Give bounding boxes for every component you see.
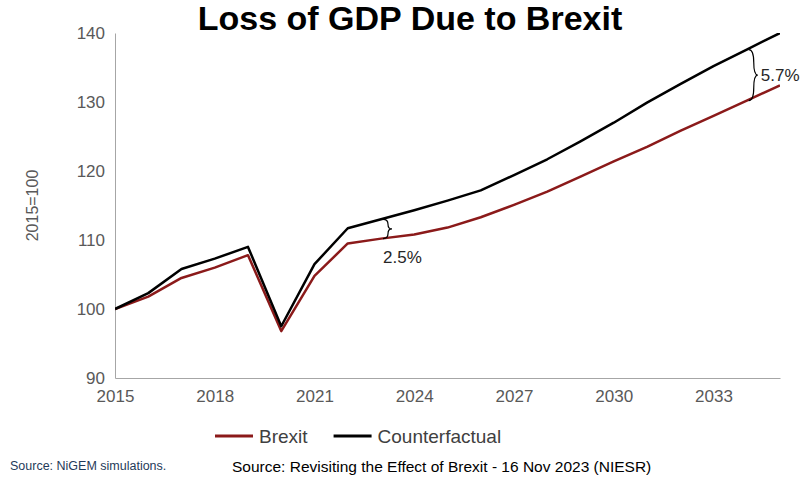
chart: Loss of GDP Due to Brexit 2015 2018 2021 202… [0,0,800,488]
axis-line [116,378,781,379]
tick-label: 110 [78,231,105,250]
tick: 2033 [695,378,733,406]
tick: 2021 [296,378,334,406]
tick-label: 2030 [595,387,633,406]
tick-label: 130 [77,93,105,112]
tick-label: 2018 [196,387,234,406]
tick: 110 [78,231,115,250]
tick-label: 100 [77,300,105,319]
brace [749,50,758,101]
plot-area [115,33,780,331]
tick-label: 140 [77,24,105,43]
annotation: 5.7% [761,66,800,85]
x-axis: 2015 2018 2021 2024 2027 2030 2033 [97,378,781,406]
tick-label: 90 [86,369,105,388]
tick-label: 2015 [97,387,135,406]
tick: 140 [77,24,115,43]
source: Source: Revisiting the Effect of Brexit … [232,458,651,475]
tick-label: 2027 [496,387,534,406]
tick-label: 2024 [396,387,434,406]
legend-swatch [334,435,372,438]
legend: Brexit Counterfactual [215,426,501,447]
series-line [115,85,780,331]
series-line [115,33,780,326]
axis-title: 2015=100 [24,170,41,242]
legend-swatch [215,435,253,438]
tick: 130 [77,93,115,112]
tick: 2024 [396,378,434,406]
tick: 2027 [496,378,534,406]
brace [383,219,392,238]
tick-label: 2033 [695,387,733,406]
tick: 90 [86,369,115,388]
tick-label: 120 [77,162,105,181]
tick: 2018 [196,378,234,406]
annotation: 2.5% [383,248,422,267]
tick: 2030 [595,378,633,406]
axis-line [115,34,116,379]
legend-label: Counterfactual [378,426,502,447]
tick-label: 2021 [296,387,334,406]
y-axis: 90 100 110 120 130 140 [77,24,116,388]
tick: 120 [77,162,115,181]
tick: 100 [77,300,115,319]
source: Source: NiGEM simulations. [10,459,166,473]
legend-label: Brexit [259,426,308,447]
title: Loss of GDP Due to Brexit [198,0,622,37]
